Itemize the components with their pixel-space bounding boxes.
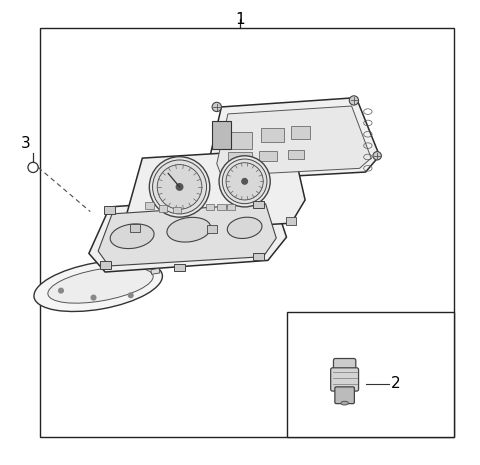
Ellipse shape [341, 401, 348, 405]
Bar [259, 151, 277, 161]
Ellipse shape [48, 267, 153, 303]
FancyBboxPatch shape [335, 387, 354, 404]
Circle shape [219, 156, 270, 207]
Polygon shape [126, 149, 305, 232]
Bar [145, 202, 154, 209]
Bar [286, 217, 296, 225]
Bar [40, 28, 454, 437]
Circle shape [212, 102, 221, 112]
Bar [104, 206, 115, 214]
Polygon shape [217, 106, 371, 176]
Text: 1: 1 [235, 12, 245, 27]
Text: 3: 3 [21, 136, 31, 151]
Circle shape [153, 160, 206, 214]
Bar [151, 268, 160, 274]
Circle shape [242, 179, 248, 184]
Ellipse shape [228, 217, 262, 239]
Bar [99, 261, 111, 269]
Bar [253, 253, 264, 260]
Ellipse shape [34, 260, 162, 312]
Circle shape [157, 165, 202, 209]
Circle shape [129, 293, 133, 298]
Bar [253, 201, 264, 208]
Bar [159, 205, 168, 212]
Bar [212, 121, 231, 149]
Ellipse shape [167, 217, 211, 242]
Circle shape [222, 159, 267, 204]
Bar [217, 204, 226, 210]
Circle shape [91, 295, 96, 300]
Bar [205, 204, 214, 210]
FancyBboxPatch shape [331, 368, 359, 391]
Bar [219, 132, 252, 149]
Text: 2: 2 [391, 376, 401, 391]
Bar [261, 128, 284, 142]
Bar [288, 150, 304, 159]
Circle shape [373, 152, 381, 160]
Circle shape [349, 96, 359, 105]
Bar [174, 264, 185, 271]
Bar [287, 312, 454, 437]
Bar [291, 126, 310, 139]
Bar [227, 204, 235, 210]
Bar [207, 225, 217, 233]
Polygon shape [207, 98, 380, 180]
Polygon shape [98, 204, 276, 266]
Circle shape [149, 157, 210, 217]
Bar [228, 152, 252, 164]
Bar [130, 224, 141, 232]
Ellipse shape [110, 224, 154, 249]
Circle shape [59, 288, 63, 293]
FancyBboxPatch shape [334, 359, 356, 372]
Polygon shape [89, 195, 287, 272]
Bar [173, 207, 181, 213]
Circle shape [176, 184, 183, 190]
Circle shape [226, 163, 263, 200]
